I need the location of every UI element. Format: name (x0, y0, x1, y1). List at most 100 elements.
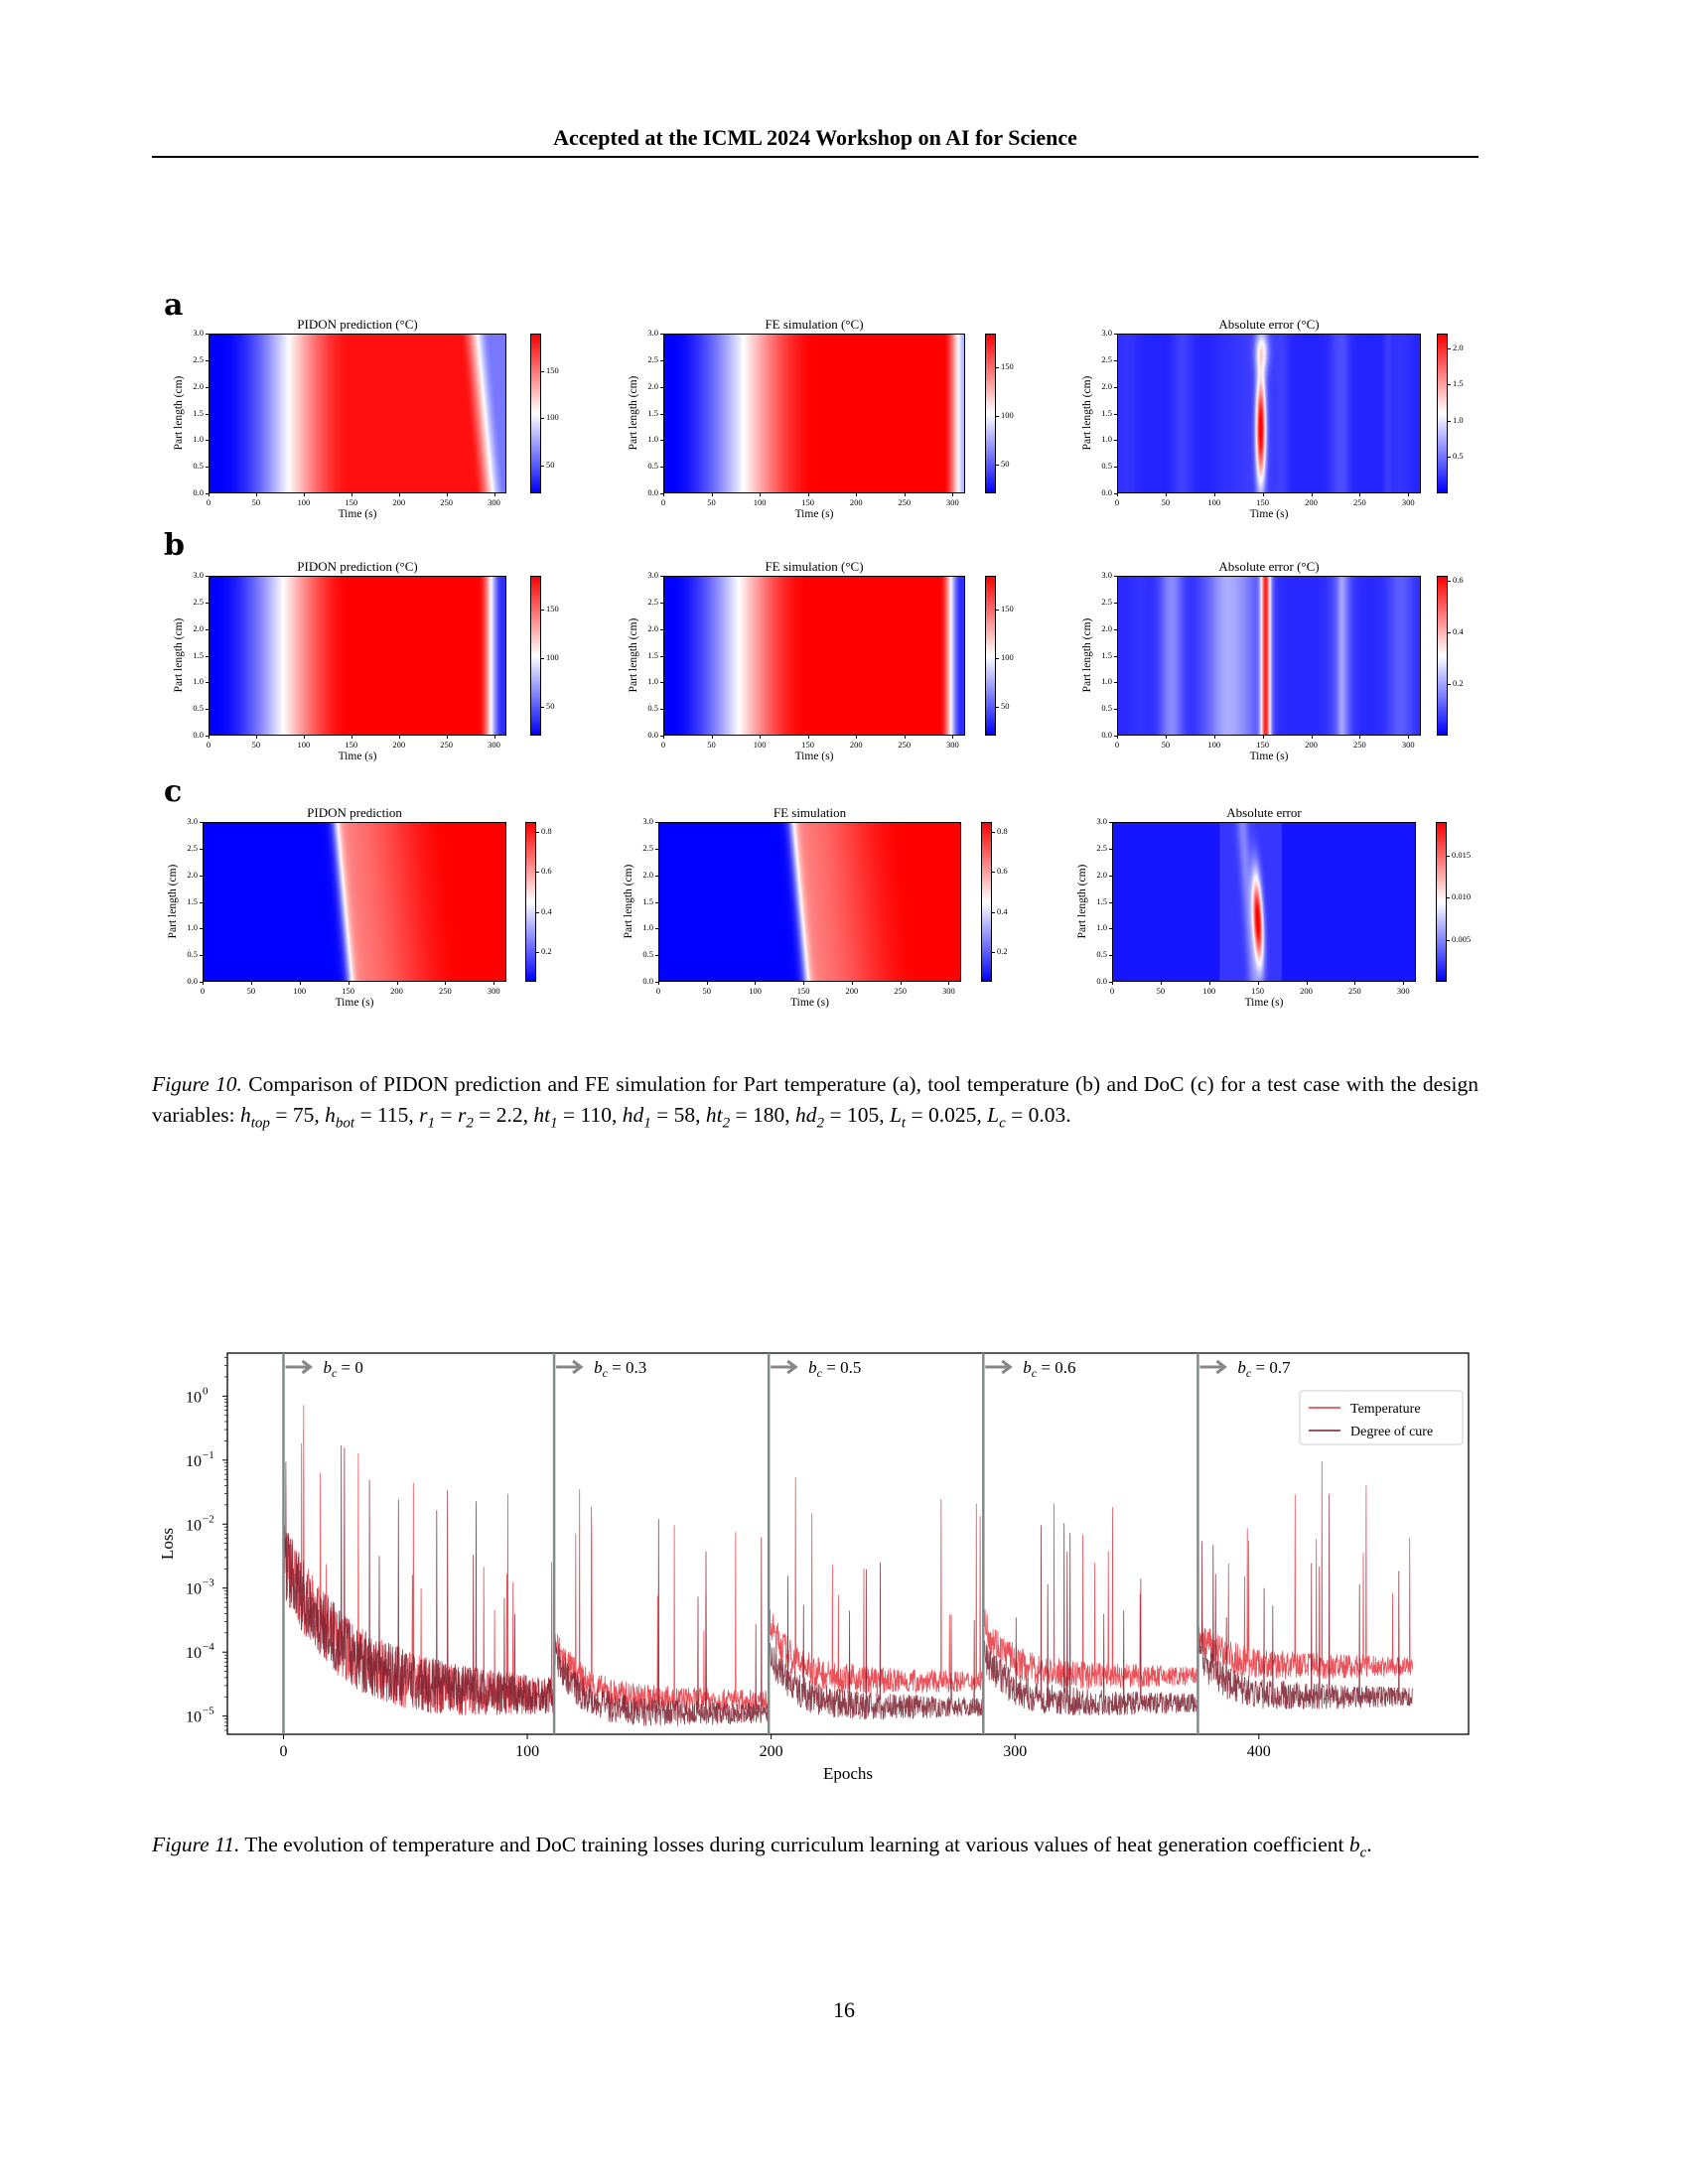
x-tick-mark (1262, 493, 1264, 496)
design-variable: ht1 = 110, (533, 1103, 618, 1132)
y-tick-mark (660, 602, 663, 604)
heatmap-image (204, 823, 505, 981)
x-tick-label: 200 (1300, 986, 1313, 996)
x-axis-label: Time (s) (794, 751, 834, 762)
heatmap-panel (663, 334, 965, 493)
colorbar-tick-mark (1447, 939, 1450, 941)
arrow-right-icon (771, 1359, 798, 1375)
design-variable: hd2 = 105, (795, 1103, 885, 1132)
y-tick-mark (660, 709, 663, 711)
y-tick-label: 1.5 (647, 649, 658, 660)
x-tick-mark (1117, 493, 1118, 496)
x-tick-label: 0 (660, 740, 666, 750)
y-tick-mark (655, 822, 658, 823)
x-tick-label: 150 (345, 740, 358, 750)
y-tick-label: 2.5 (187, 842, 198, 853)
stage-label: bc = 0.7 (1237, 1358, 1291, 1380)
x-tick-label: 250 (898, 497, 912, 507)
stage-label: bc = 0.6 (1023, 1358, 1075, 1380)
x-tick-mark (1160, 982, 1162, 985)
x-tick-mark (446, 493, 448, 496)
x-tick-mark (851, 982, 853, 985)
y-tick-mark (206, 576, 209, 577)
colorbar-tick-mark (1448, 457, 1451, 459)
x-tick-mark (904, 736, 906, 739)
x-tick-label: 100 (515, 1743, 539, 1760)
y-tick-label: 1.5 (193, 407, 204, 418)
y-tick-mark (206, 467, 209, 469)
y-tick-label: 1.0 (1101, 434, 1112, 445)
y-tick-label: 0.0 (187, 976, 198, 986)
x-tick-label: 300 (941, 986, 955, 996)
x-tick-label: 50 (251, 740, 261, 750)
x-tick-label: 0 (279, 1743, 287, 1760)
x-tick-mark (900, 982, 902, 985)
y-tick-label: 1.5 (187, 895, 198, 906)
colorbar-tick-label: 50 (1001, 458, 1010, 469)
x-tick-mark (711, 736, 713, 739)
x-tick-mark (303, 736, 305, 739)
x-tick-mark (706, 982, 708, 985)
y-tick-mark (660, 655, 663, 657)
y-tick-label: 10 (186, 1453, 202, 1470)
heatmap-image (1118, 577, 1420, 735)
arrow-right-icon (556, 1359, 584, 1375)
y-axis-label: Part length (cm) (1081, 617, 1093, 692)
x-tick-label: 0 (206, 740, 211, 750)
x-tick-label: 400 (1247, 1743, 1271, 1760)
x-axis-label: Time (s) (338, 751, 377, 762)
y-tick-label: 0.5 (193, 461, 204, 472)
y-tick-mark (206, 628, 209, 630)
figure-11-caption: Figure 11. The evolution of temperature … (152, 1833, 1372, 1861)
y-tick-label: 2.5 (1096, 842, 1107, 853)
x-tick-mark (755, 982, 757, 985)
colorbar-tick-label: 50 (1001, 700, 1010, 711)
x-tick-mark (952, 736, 954, 739)
design-variable: htop = 75, (239, 1103, 320, 1132)
y-tick-mark (1114, 655, 1117, 657)
x-tick-label: 50 (702, 986, 711, 996)
y-tick-label: 2.5 (647, 353, 658, 364)
x-tick-mark (493, 982, 495, 985)
x-tick-mark (658, 982, 659, 985)
colorbar-tick-mark (1448, 384, 1451, 386)
colorbar-tick-label: 0.015 (1452, 849, 1472, 860)
y-tick-label: 2.0 (1101, 380, 1112, 391)
y-tick-mark (660, 440, 663, 442)
loss-line-degree-of-cure (283, 1444, 1413, 1726)
heatmap-panel (658, 822, 961, 982)
y-tick-mark (206, 440, 209, 442)
design-variable: Lt = 0.025, (889, 1103, 982, 1132)
y-tick-label: 1.5 (647, 407, 658, 418)
colorbar-tick-label: 0.2 (997, 945, 1008, 956)
y-tick-mark (206, 413, 209, 415)
colorbar (530, 576, 541, 736)
x-tick-label: 300 (487, 986, 500, 996)
y-tick-label: 0.0 (193, 730, 204, 740)
x-tick-label: 150 (801, 740, 815, 750)
y-tick-mark (655, 928, 658, 930)
y-tick-label: 0.5 (642, 949, 653, 960)
x-tick-label: 200 (392, 740, 406, 750)
colorbar-tick-label: 0.8 (541, 826, 552, 837)
x-tick-mark (398, 493, 400, 496)
x-tick-label: 100 (1207, 497, 1221, 507)
y-tick-label: 2.0 (187, 869, 198, 880)
y-tick-label: 2.0 (1101, 622, 1112, 633)
y-tick-exponent: −3 (203, 1577, 214, 1589)
y-tick-mark (1109, 848, 1112, 850)
heatmap-panel (1112, 822, 1416, 982)
x-tick-mark (1311, 493, 1313, 496)
colorbar-tick-mark (541, 465, 544, 467)
x-tick-mark (1165, 493, 1167, 496)
x-tick-mark (1359, 493, 1361, 496)
heatmap-panel (1117, 334, 1421, 493)
x-tick-label: 0 (206, 497, 211, 507)
arrow-right-icon (985, 1359, 1013, 1375)
y-tick-mark (206, 386, 209, 388)
x-tick-mark (663, 493, 664, 496)
x-axis-label: Time (s) (1249, 751, 1289, 762)
design-variable: Lc = 0.03. (987, 1103, 1071, 1132)
y-tick-mark (1114, 467, 1117, 469)
colorbar-tick-label: 100 (1001, 651, 1014, 662)
